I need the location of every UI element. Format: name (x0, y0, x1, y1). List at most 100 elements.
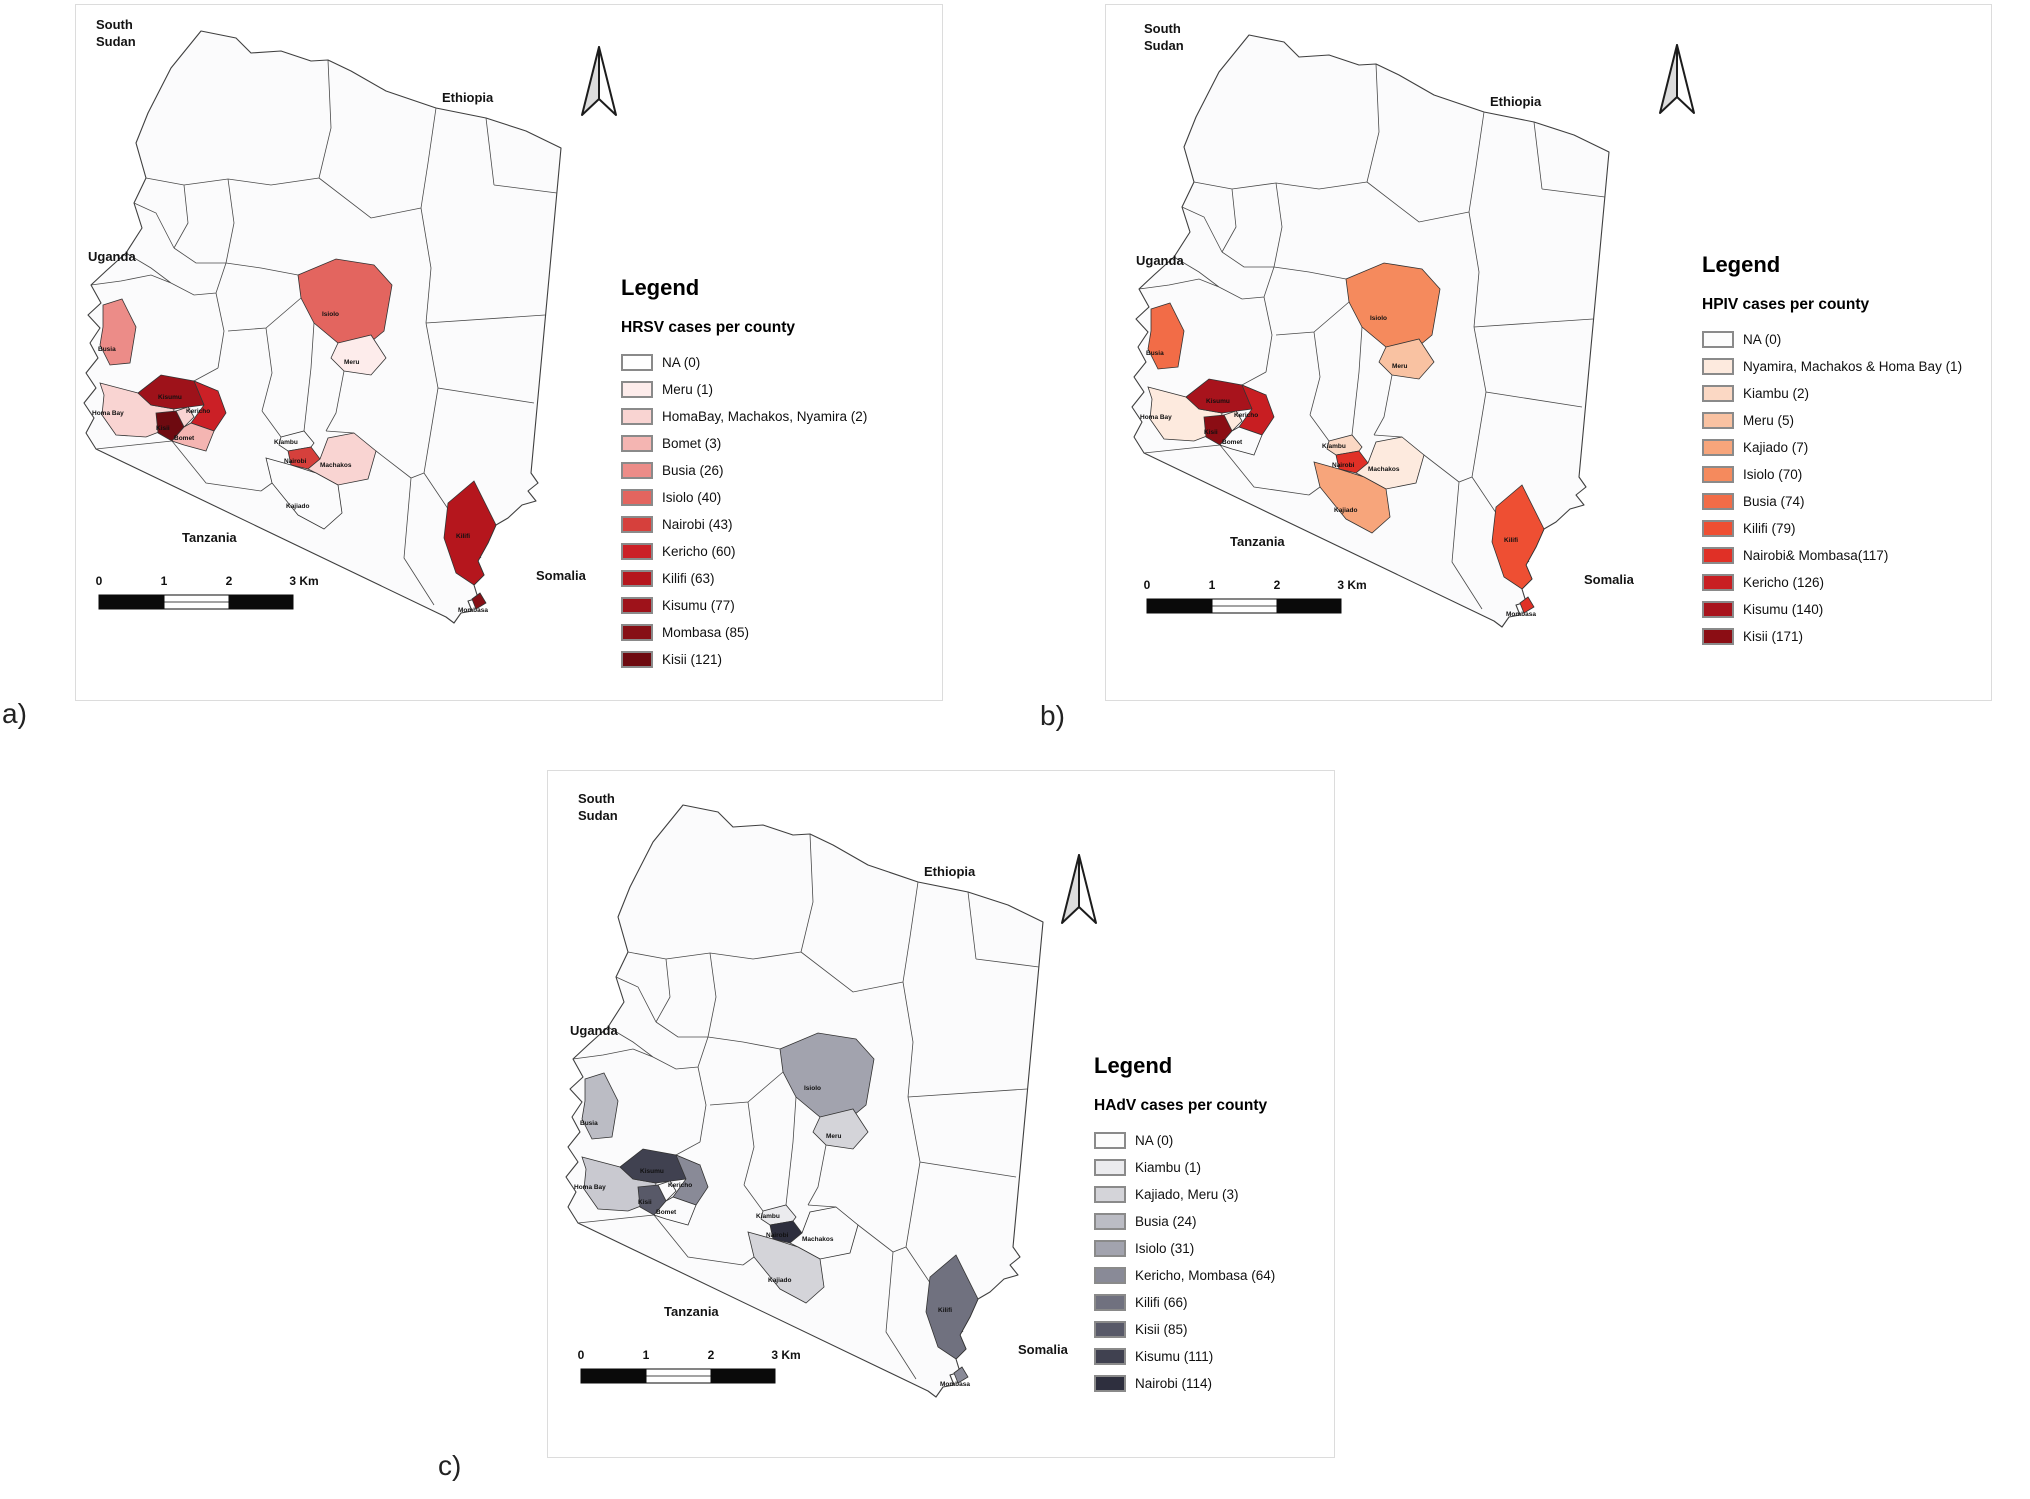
legend-item: NA (0) (621, 349, 911, 376)
scalebar-tick: 3 Km (771, 1348, 800, 1362)
legend-swatch (1702, 466, 1734, 483)
county-label-kajiado: Kajiado (286, 503, 310, 510)
county-label-kilifi: Kilifi (938, 1307, 952, 1314)
county-label-nairobi: Nairobi (766, 1232, 789, 1239)
legend-swatch (621, 543, 653, 560)
county-label-machakos: Machakos (802, 1236, 834, 1243)
scalebar-tick: 2 (708, 1348, 715, 1362)
scalebar-tick: 2 (1274, 578, 1281, 592)
legend-swatch (621, 597, 653, 614)
legend-label: Meru (5) (1743, 413, 1795, 428)
legend-swatch (621, 408, 653, 425)
county-label-kisii: Kisii (156, 425, 170, 432)
county-label-kericho: Kericho (186, 408, 210, 415)
scalebar-tick: 3 Km (289, 574, 318, 588)
scalebar-tick: 0 (1144, 578, 1151, 592)
legend-label: Nairobi& Mombasa(117) (1743, 548, 1889, 563)
kenya-county-map-hrsv: South Sudan Ethiopia Uganda Tanzania Somalia B… (83, 17, 587, 624)
legend-label: Kisumu (111) (1135, 1349, 1214, 1364)
legend-item: Meru (5) (1702, 407, 1992, 434)
scalebar-segment (1276, 598, 1342, 614)
country-label-uganda: Uganda (88, 249, 136, 264)
legend-hpiv: Legend HPIV cases per county NA (0) Nyami… (1702, 252, 1992, 650)
country-label-ethiopia: Ethiopia (442, 90, 494, 105)
legend-label: Busia (26) (662, 463, 724, 478)
country-label-south-sudan: South (96, 17, 133, 32)
county-machakos (1355, 436, 1425, 490)
county-machakos (789, 1206, 859, 1260)
scalebar-segment (98, 594, 165, 610)
county-busia (581, 1072, 619, 1140)
county-label-bomet: Bomet (656, 1209, 677, 1216)
legend-label: Kiambu (2) (1743, 386, 1810, 401)
county-label-kericho: Kericho (1234, 412, 1258, 419)
legend-label: Kericho (126) (1743, 575, 1825, 590)
county-label-mombasa: Mombasa (1506, 611, 1536, 618)
legend-swatch (1094, 1321, 1126, 1338)
county-mombasa (953, 1366, 969, 1384)
legend-item: Busia (74) (1702, 488, 1992, 515)
county-label-machakos: Machakos (320, 462, 352, 469)
legend-label: NA (0) (1135, 1133, 1174, 1148)
county-kajiado (747, 1231, 825, 1304)
legend-swatch (1702, 412, 1734, 429)
legend-label: Nairobi (43) (662, 517, 733, 532)
legend-item: Nyamira, Machakos & Homa Bay (1) (1702, 353, 1992, 380)
county-label-mombasa: Mombasa (940, 1381, 970, 1388)
legend-label: Kericho (60) (662, 544, 736, 559)
county-label-homabay: Homa Bay (1140, 414, 1172, 421)
legend-items: NA (0) Nyamira, Machakos & Homa Bay (1) Ki… (1702, 326, 1992, 650)
county-label-kilifi: Kilifi (456, 533, 470, 540)
legend-label: HomaBay, Machakos, Nyamira (2) (662, 409, 868, 424)
county-label-nairobi: Nairobi (1332, 462, 1355, 469)
legend-label: Kajiado (7) (1743, 440, 1809, 455)
panel-a: South Sudan Ethiopia Uganda Tanzania Somalia B… (75, 4, 943, 701)
country-label-south-sudan: Sudan (96, 34, 136, 49)
legend-item: Bomet (3) (621, 430, 911, 457)
county-label-mombasa: Mombasa (458, 607, 488, 614)
legend-swatch (1702, 574, 1734, 591)
legend-swatch (621, 570, 653, 587)
country-label-tanzania: Tanzania (182, 530, 237, 545)
county-label-kajiado: Kajiado (768, 1277, 792, 1284)
legend-hadv: Legend HAdV cases per county NA (0) Kiamb… (1094, 1053, 1384, 1397)
legend-swatch (1094, 1213, 1126, 1230)
legend-label: Kisii (121) (662, 652, 723, 667)
legend-item: HomaBay, Machakos, Nyamira (2) (621, 403, 911, 430)
legend-label: Mombasa (85) (662, 625, 750, 640)
legend-label: Isiolo (40) (662, 490, 722, 505)
legend-swatch (1702, 331, 1734, 348)
legend-item: Nairobi& Mombasa(117) (1702, 542, 1992, 569)
country-label-somalia: Somalia (1018, 1342, 1069, 1357)
legend-swatch (1702, 547, 1734, 564)
legend-item: Kericho (60) (621, 538, 911, 565)
legend-swatch (1094, 1375, 1126, 1392)
county-label-isiolo: Isiolo (804, 1085, 821, 1092)
county-borders (90, 59, 558, 606)
legend-item: Kiambu (1) (1094, 1154, 1384, 1181)
legend-label: Kisii (85) (1135, 1322, 1188, 1337)
county-label-busia: Busia (98, 346, 116, 353)
legend-item: Isiolo (31) (1094, 1235, 1384, 1262)
county-label-machakos: Machakos (1368, 466, 1400, 473)
legend-item: Kajiado (7) (1702, 434, 1992, 461)
county-mombasa (471, 592, 487, 610)
legend-label: Bomet (3) (662, 436, 722, 451)
legend-item: Kilifi (63) (621, 565, 911, 592)
panel-c: South Sudan Ethiopia Uganda Tanzania Somalia B… (547, 770, 1335, 1458)
panel-caption-a: a) (2, 698, 27, 729)
country-label-south-sudan: Sudan (578, 808, 618, 823)
legend-item: Kisumu (77) (621, 592, 911, 619)
legend-item: Kisumu (111) (1094, 1343, 1384, 1370)
county-label-isiolo: Isiolo (322, 311, 339, 318)
country-label-south-sudan: South (578, 791, 615, 806)
country-label-uganda: Uganda (570, 1023, 618, 1038)
county-mombasa (1519, 596, 1535, 614)
legend-title: Legend (1702, 252, 1781, 277)
legend-label: Isiolo (70) (1743, 467, 1803, 482)
legend-item: Kisii (171) (1702, 623, 1992, 650)
north-arrow-icon (1659, 44, 1695, 114)
county-label-kiambu: Kiambu (1322, 443, 1346, 450)
legend-swatch (1702, 628, 1734, 645)
